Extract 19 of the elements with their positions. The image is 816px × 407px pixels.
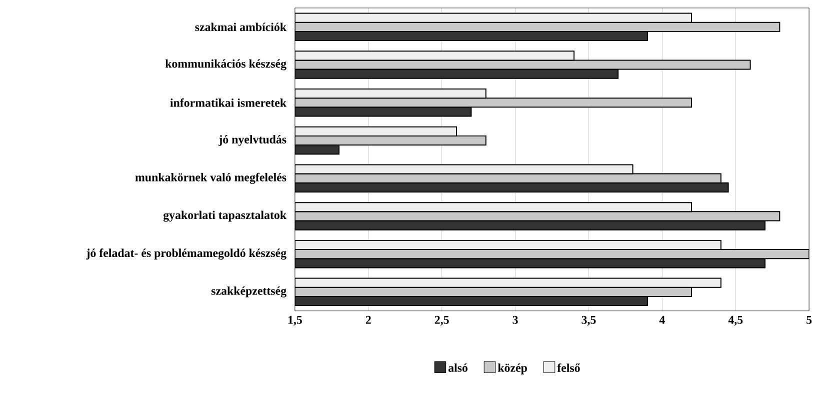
y-tick-label: jó feladat- és problémamegoldó készség <box>86 248 286 260</box>
x-tick-label: 1,5 <box>288 316 302 326</box>
x-tick-label: 4,5 <box>728 316 743 326</box>
y-tick-label: informatikai ismeretek <box>170 98 287 108</box>
y-tick-label: munkakörnek való megfelelés <box>135 173 286 184</box>
x-tick-label: 3,5 <box>582 316 596 326</box>
legend-label: felső <box>557 364 580 372</box>
y-tick-label: szakmai ambíciók <box>195 22 287 32</box>
y-tick-label: gyakorlati tapasztalatok <box>163 210 286 222</box>
x-tick-label: 3 <box>512 316 518 324</box>
x-tick-label: 2,5 <box>434 316 449 326</box>
y-tick-label: jó nyelvtudás <box>218 135 286 146</box>
legend-label: közép <box>498 364 527 375</box>
legend-label: alsó <box>448 364 468 372</box>
x-tick-label: 5 <box>806 316 812 324</box>
y-tick-label: szakképzettség <box>211 286 286 298</box>
x-tick-label: 4 <box>659 316 665 324</box>
y-tick-label: kommunikációs készség <box>165 60 286 70</box>
x-tick-label: 2 <box>366 316 371 324</box>
